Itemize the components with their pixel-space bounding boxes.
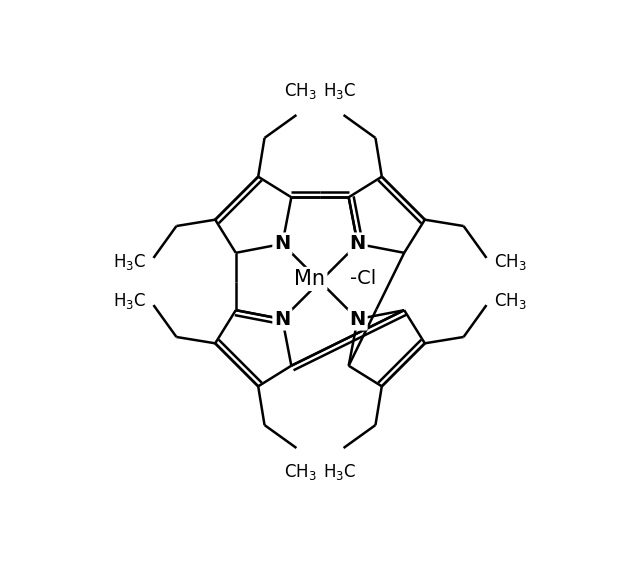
Text: N: N (349, 234, 365, 253)
Text: H$_3$C: H$_3$C (323, 462, 356, 482)
Text: N: N (275, 310, 291, 329)
Text: H$_3$C: H$_3$C (113, 252, 147, 272)
Text: N: N (275, 234, 291, 253)
Text: CH$_3$: CH$_3$ (494, 291, 527, 311)
Text: H$_3$C: H$_3$C (323, 81, 356, 101)
Text: H$_3$C: H$_3$C (113, 291, 147, 311)
Text: -Cl: -Cl (351, 270, 377, 288)
Text: CH$_3$: CH$_3$ (284, 462, 317, 482)
Text: Mn: Mn (294, 269, 325, 289)
Text: CH$_3$: CH$_3$ (494, 252, 527, 272)
Text: CH$_3$: CH$_3$ (284, 81, 317, 101)
Text: N: N (349, 310, 365, 329)
